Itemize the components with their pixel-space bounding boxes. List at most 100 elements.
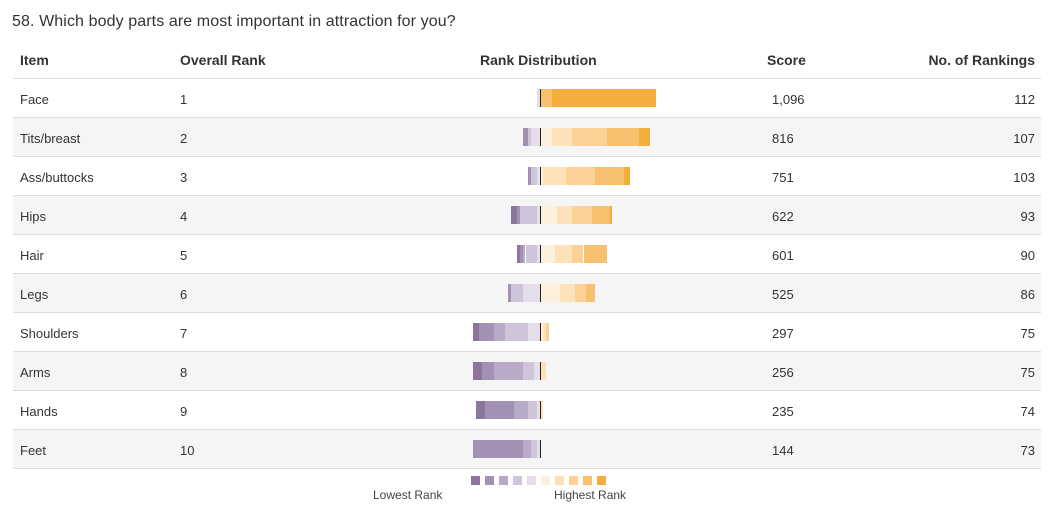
rank-distribution-bar <box>13 391 1041 429</box>
legend-swatch <box>471 476 480 485</box>
distribution-segment <box>537 89 540 107</box>
overall-rank: 4 <box>180 209 188 224</box>
score: 525 <box>772 287 794 302</box>
item-name: Tits/breast <box>20 131 81 146</box>
legend-swatch <box>513 476 522 485</box>
distribution-segment <box>624 167 630 185</box>
distribution-segment <box>537 401 540 419</box>
distribution-segment <box>476 401 485 419</box>
rank-distribution-bar <box>13 157 1041 195</box>
rank-distribution-bar <box>13 274 1041 312</box>
rankings-count: 73 <box>1020 443 1035 458</box>
distribution-zero-line <box>540 323 541 341</box>
rankings-count: 107 <box>1013 131 1035 146</box>
legend-swatch <box>499 476 508 485</box>
distribution-segment <box>540 206 558 224</box>
distribution-segment <box>516 206 520 224</box>
distribution-segment <box>479 323 494 341</box>
table-row: Tits/breast 2 816 107 <box>13 118 1041 157</box>
table-row: Face 1 1,096 112 <box>13 79 1041 118</box>
distribution-zero-line <box>540 206 541 224</box>
score: 1,096 <box>772 92 805 107</box>
table-row: Ass/buttocks 3 751 103 <box>13 157 1041 196</box>
overall-rank: 10 <box>180 443 195 458</box>
overall-rank: 1 <box>180 92 188 107</box>
distribution-segment <box>540 401 543 419</box>
distribution-segment <box>537 206 540 224</box>
distribution-segment <box>551 128 572 146</box>
rank-legend: Lowest Rank Highest Rank <box>0 470 1051 510</box>
rankings-count: 74 <box>1020 404 1035 419</box>
score: 622 <box>772 209 794 224</box>
score: 751 <box>772 170 794 185</box>
table-row: Hips 4 622 93 <box>13 196 1041 235</box>
distribution-segment <box>545 323 549 341</box>
distribution-zero-line <box>540 128 541 146</box>
overall-rank: 8 <box>180 365 188 380</box>
distribution-segment <box>551 89 656 107</box>
distribution-segment <box>525 245 538 263</box>
rank-distribution-bar <box>13 235 1041 273</box>
rankings-count: 112 <box>1014 92 1035 107</box>
distribution-segment <box>583 245 607 263</box>
distribution-segment <box>519 245 523 263</box>
item-name: Ass/buttocks <box>20 170 94 185</box>
distribution-segment <box>540 89 552 107</box>
distribution-segment <box>522 284 540 302</box>
distribution-segment <box>528 167 532 185</box>
table-row: Feet 10 144 73 <box>13 430 1041 469</box>
item-name: Face <box>20 92 49 107</box>
item-name: Hair <box>20 248 44 263</box>
distribution-segment <box>522 128 529 146</box>
table-row: Shoulders 7 297 75 <box>13 313 1041 352</box>
score: 256 <box>772 365 794 380</box>
distribution-segment <box>473 323 480 341</box>
rank-distribution-bar <box>13 430 1041 468</box>
distribution-segment <box>542 167 567 185</box>
distribution-segment <box>566 167 596 185</box>
rank-distribution-bar <box>13 196 1041 234</box>
score: 816 <box>772 131 794 146</box>
overall-rank: 5 <box>180 248 188 263</box>
question-title: 58. Which body parts are most important … <box>12 13 456 30</box>
distribution-segment <box>473 362 482 380</box>
score: 144 <box>772 443 794 458</box>
distribution-segment <box>516 245 520 263</box>
rankings-count: 75 <box>1020 365 1035 380</box>
distribution-segment <box>537 245 540 263</box>
distribution-segment <box>528 323 540 341</box>
distribution-segment <box>595 167 625 185</box>
distribution-segment <box>586 284 596 302</box>
distribution-segment <box>534 362 540 380</box>
overall-rank: 3 <box>180 170 188 185</box>
distribution-segment <box>531 440 538 458</box>
distribution-segment <box>508 284 511 302</box>
table-row: Legs 6 525 86 <box>13 274 1041 313</box>
distribution-segment <box>484 401 514 419</box>
legend-highest-label: Highest Rank <box>554 488 627 502</box>
rank-distribution-bar <box>13 313 1041 351</box>
ranking-table: Item Overall Rank Rank Distribution Scor… <box>13 40 1041 469</box>
distribution-segment <box>609 206 613 224</box>
distribution-segment <box>638 128 651 146</box>
distribution-segment <box>540 167 543 185</box>
table-body: Face 1 1,096 112 Tits/breast 2 816 107 Ass/butto… <box>13 79 1041 469</box>
score: 601 <box>772 248 794 263</box>
distribution-segment <box>493 362 523 380</box>
overall-rank: 2 <box>180 131 188 146</box>
distribution-segment <box>511 206 517 224</box>
table-row: Hands 9 235 74 <box>13 391 1041 430</box>
legend-lowest-label: Lowest Rank <box>373 488 443 502</box>
distribution-zero-line <box>540 440 541 458</box>
distribution-segment <box>531 167 538 185</box>
legend-swatch <box>583 476 592 485</box>
rankings-count: 86 <box>1020 287 1035 302</box>
overall-rank: 9 <box>180 404 188 419</box>
distribution-segment <box>531 128 540 146</box>
distribution-segment <box>571 245 584 263</box>
item-name: Shoulders <box>20 326 79 341</box>
distribution-segment <box>522 245 526 263</box>
legend-swatch <box>485 476 494 485</box>
rank-distribution-bar <box>13 352 1041 390</box>
overall-rank: 6 <box>180 287 188 302</box>
